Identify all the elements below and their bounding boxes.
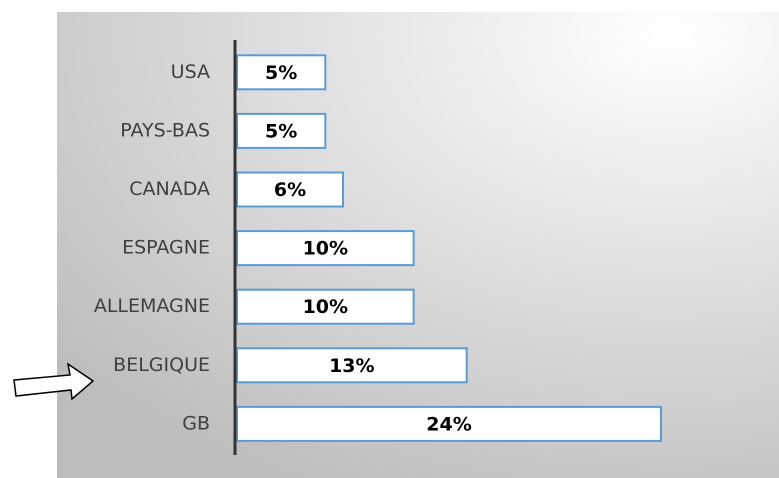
bar [236,54,327,91]
bar [236,347,468,384]
category-label: CANADA [129,178,210,200]
data-label: 6% [274,179,306,201]
arrow [13,362,95,401]
bar [236,171,344,208]
category-label: ALLEMAGNE [94,295,210,317]
category-label: USA [171,61,210,83]
category-label: PAYS-BAS [120,119,210,141]
category-label: GB [182,412,210,434]
data-label: 5% [265,120,297,142]
bar [236,405,662,442]
data-label: 13% [329,355,374,377]
data-label: 5% [265,62,297,84]
bar [236,112,327,149]
data-label: 10% [303,296,348,318]
bar [236,230,415,267]
category-label: BELGIQUE [113,354,210,376]
plot-background [57,12,779,478]
category-label: ESPAGNE [122,237,210,259]
bar [236,288,415,325]
data-label: 10% [303,238,348,260]
data-label: 24% [426,413,471,435]
